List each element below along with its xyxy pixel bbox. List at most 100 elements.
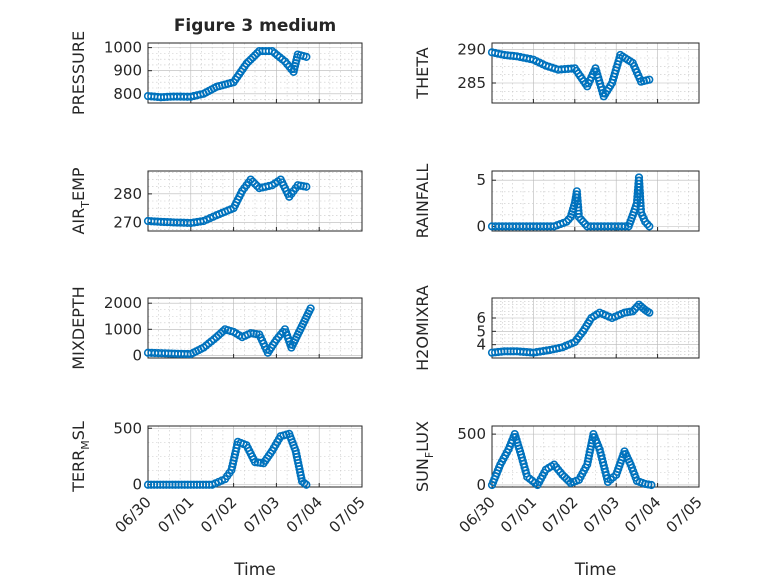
- data-point: [645, 308, 654, 317]
- data-point: [558, 470, 567, 479]
- data-point: [560, 472, 569, 481]
- y-tick-label: 1000: [104, 39, 142, 57]
- data-point: [645, 75, 654, 84]
- data-series: [143, 429, 311, 489]
- axes-box: [147, 425, 363, 488]
- y-tick-label: 500: [113, 419, 142, 437]
- y-tick-label: 285: [457, 74, 486, 92]
- y-axis-label: SUNFLUX: [413, 421, 436, 492]
- x-tick-label: 07/01: [497, 493, 540, 536]
- y-axis-label: PRESSURE: [69, 31, 88, 115]
- y-axis-label-main: SUN: [413, 458, 432, 492]
- data-point: [246, 175, 255, 184]
- y-axis-label: H2OMIXRA: [413, 285, 432, 371]
- y-axis-label-rest: EMP: [69, 167, 88, 201]
- y-tick-label: 280: [113, 185, 142, 203]
- axes-box: [147, 297, 363, 359]
- data-point: [628, 307, 637, 316]
- x-tick-label: 07/05: [663, 493, 706, 536]
- y-axis-label-main: TERR: [69, 450, 88, 493]
- y-axis-label-subscript: F: [423, 452, 436, 458]
- panel-theta: 285 290 THETA: [413, 41, 700, 104]
- y-tick-label: 6: [476, 309, 486, 327]
- y-tick-label: 5: [476, 171, 486, 189]
- y-tick-label: 1000: [104, 320, 142, 338]
- y-tick-label: 270: [113, 213, 142, 231]
- x-axis-label: Time: [574, 560, 617, 580]
- data-point: [244, 57, 253, 66]
- x-tick-label: 07/03: [580, 493, 623, 536]
- y-tick-label: 0: [132, 476, 142, 494]
- y-axis-label-main: PRESSURE: [69, 31, 88, 115]
- panel-h2omixra: 456 H2OMIXRA: [413, 285, 700, 371]
- y-axis-label: TERRMSL: [69, 421, 92, 493]
- x-axis-label: Time: [233, 560, 276, 580]
- x-tick-label: 07/04: [283, 493, 326, 536]
- data-point: [248, 177, 257, 186]
- x-tick-label: 06/30: [112, 493, 155, 536]
- axes-box: [491, 42, 700, 104]
- data-point: [302, 52, 311, 61]
- data-point: [564, 476, 573, 486]
- data-point: [242, 59, 251, 68]
- y-axis-label: THETA: [413, 47, 432, 99]
- x-tick-label: 07/02: [538, 493, 581, 536]
- axes-box: [491, 170, 700, 232]
- data-point: [647, 480, 656, 490]
- y-tick-label: 4: [476, 336, 486, 354]
- y-axis-label-subscript: T: [79, 201, 92, 209]
- x-tick-label: 07/05: [326, 493, 369, 536]
- data-series: [487, 173, 654, 231]
- data-point: [246, 55, 255, 64]
- y-tick-label: 2000: [104, 294, 142, 312]
- axes-box: [491, 425, 700, 488]
- data-point: [248, 53, 257, 62]
- panel-rainfall: 0 5 RAINFALL: [413, 164, 700, 239]
- data-point: [562, 474, 571, 483]
- y-tick-label: 500: [457, 425, 486, 443]
- y-tick-label: 900: [113, 62, 142, 80]
- panel-mixdepth: 0 1000 2000 MIXDEPTH: [69, 286, 363, 370]
- y-axis-label-rest: LUX: [413, 421, 432, 452]
- y-axis-label-subscript: M: [79, 440, 92, 450]
- data-point: [250, 179, 260, 188]
- x-tick-label: 07/02: [197, 493, 240, 536]
- y-axis-label-main: RAINFALL: [413, 164, 432, 239]
- data-point: [302, 480, 311, 489]
- axes-box: [491, 297, 700, 359]
- y-axis-label: AIRTEMP: [69, 167, 92, 234]
- x-tick-label: 07/01: [154, 493, 197, 536]
- data-point: [250, 51, 260, 60]
- axes-box: [147, 42, 363, 104]
- y-axis-label-main: H2OMIXRA: [413, 285, 432, 371]
- data-point: [645, 222, 654, 231]
- chart-title: Figure 3 medium: [174, 16, 336, 36]
- y-tick-label: 0: [476, 476, 486, 494]
- data-point: [302, 182, 311, 191]
- data-series: [143, 46, 311, 102]
- y-tick-label: 290: [457, 41, 486, 59]
- x-tick-label: 06/30: [456, 493, 499, 536]
- data-point: [218, 327, 227, 336]
- y-tick-label: 0: [132, 346, 142, 364]
- data-point: [253, 181, 262, 191]
- y-tick-label: 800: [113, 85, 142, 103]
- data-series: [487, 48, 654, 101]
- y-axis-label-rest: SL: [69, 421, 88, 440]
- data-point: [644, 480, 653, 489]
- y-tick-label: 0: [476, 217, 486, 235]
- data-point: [306, 304, 315, 313]
- panel-pressure: 800 900 1000 PRESSURE Figure 3 medium: [69, 16, 363, 115]
- panel-terr-msl: 0 500 06/30 07/01 07/02 07/03 07/04 07/05 Time TE…: [69, 419, 369, 580]
- y-axis-label-main: THETA: [413, 47, 432, 99]
- axes-box: [147, 170, 363, 232]
- y-tick-label: 5: [476, 322, 486, 340]
- data-series: [143, 175, 311, 228]
- data-series: [487, 430, 656, 490]
- x-tick-label: 07/04: [621, 493, 664, 536]
- x-tick-label: 07/03: [240, 493, 283, 536]
- panel-air-temp: 270 280 AIRTEMP: [69, 167, 363, 235]
- y-axis-label: MIXDEPTH: [69, 286, 88, 369]
